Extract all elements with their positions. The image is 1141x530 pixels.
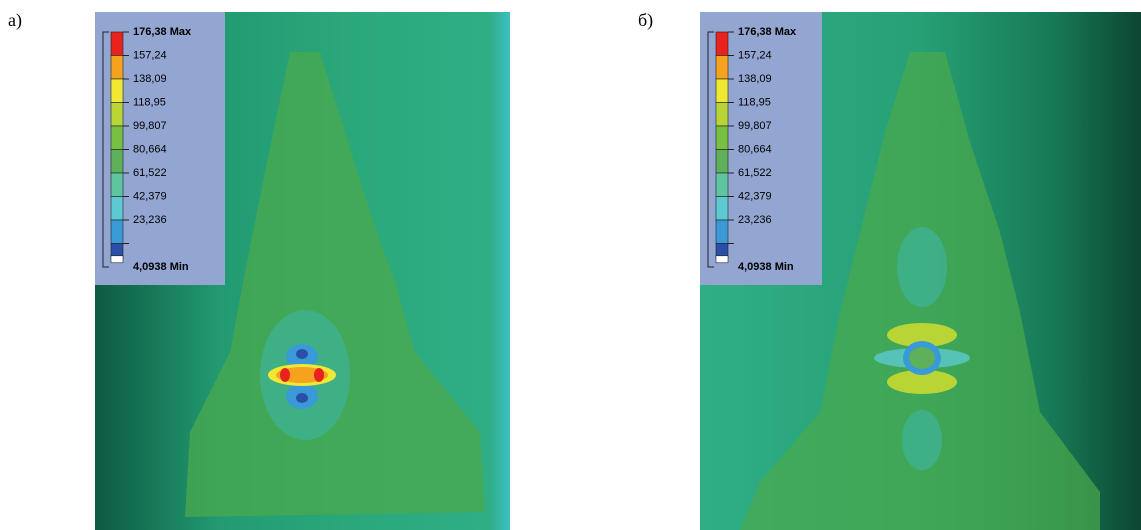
- legend-swatch: [111, 220, 123, 244]
- legend-label: 23,236: [738, 214, 772, 226]
- contour-zone: [314, 368, 324, 382]
- contour-zone: [909, 347, 935, 369]
- legend-swatch: [111, 32, 123, 56]
- legend-swatch: [111, 197, 123, 221]
- legend-swatch: [716, 32, 728, 56]
- legend-label: 42,379: [738, 190, 772, 202]
- legend-swatch: [716, 173, 728, 197]
- legend-label: 176,38 Max: [738, 26, 797, 38]
- legend-swatch: [111, 126, 123, 150]
- legend-swatch: [716, 103, 728, 127]
- contour-zone: [280, 368, 290, 382]
- legend-label: 61,522: [738, 167, 772, 179]
- legend-swatch: [111, 56, 123, 80]
- page: {"panels": [ {"label": "а)", "legend": […: [0, 0, 1141, 530]
- legend-swatch: [111, 256, 123, 263]
- contour-plot: 176,38 Max 157,24 138,09 118,95 99,807 80,664…: [700, 12, 1141, 530]
- legend-label: 157,24: [133, 49, 167, 61]
- legend-swatch: [716, 79, 728, 103]
- legend-swatch: [111, 103, 123, 127]
- legend-label: 138,09: [133, 73, 167, 85]
- legend-label: 99,807: [133, 120, 167, 132]
- contour-zone: [296, 393, 308, 403]
- legend-swatch: [111, 79, 123, 103]
- contour-zone: [902, 410, 942, 470]
- panel-label: б): [638, 10, 653, 31]
- legend-swatch: [111, 173, 123, 197]
- legend-label: 61,522: [133, 167, 167, 179]
- legend-label: 4,0938 Min: [738, 261, 794, 273]
- legend-label: 80,664: [738, 143, 772, 155]
- legend-label: 176,38 Max: [133, 26, 192, 38]
- legend-label: 99,807: [738, 120, 772, 132]
- legend-label: 138,09: [738, 73, 772, 85]
- legend-swatch: [716, 56, 728, 80]
- legend-swatch: [111, 150, 123, 174]
- legend-label: 80,664: [133, 143, 167, 155]
- contour-zone: [296, 349, 308, 359]
- contour-plot: 176,38 Max 157,24 138,09 118,95 99,807 80,664…: [95, 12, 510, 530]
- legend-label: 42,379: [133, 190, 167, 202]
- legend-label: 4,0938 Min: [133, 261, 189, 273]
- legend-label: 157,24: [738, 49, 772, 61]
- legend-swatch: [716, 197, 728, 221]
- legend-label: 118,95: [133, 96, 166, 108]
- legend-swatch: [716, 220, 728, 244]
- legend-swatch: [716, 256, 728, 263]
- legend-label: 118,95: [738, 96, 771, 108]
- contour-zone: [897, 227, 947, 307]
- legend-swatch: [716, 126, 728, 150]
- legend-label: 23,236: [133, 214, 167, 226]
- legend-swatch: [716, 150, 728, 174]
- panel-label: а): [8, 10, 22, 31]
